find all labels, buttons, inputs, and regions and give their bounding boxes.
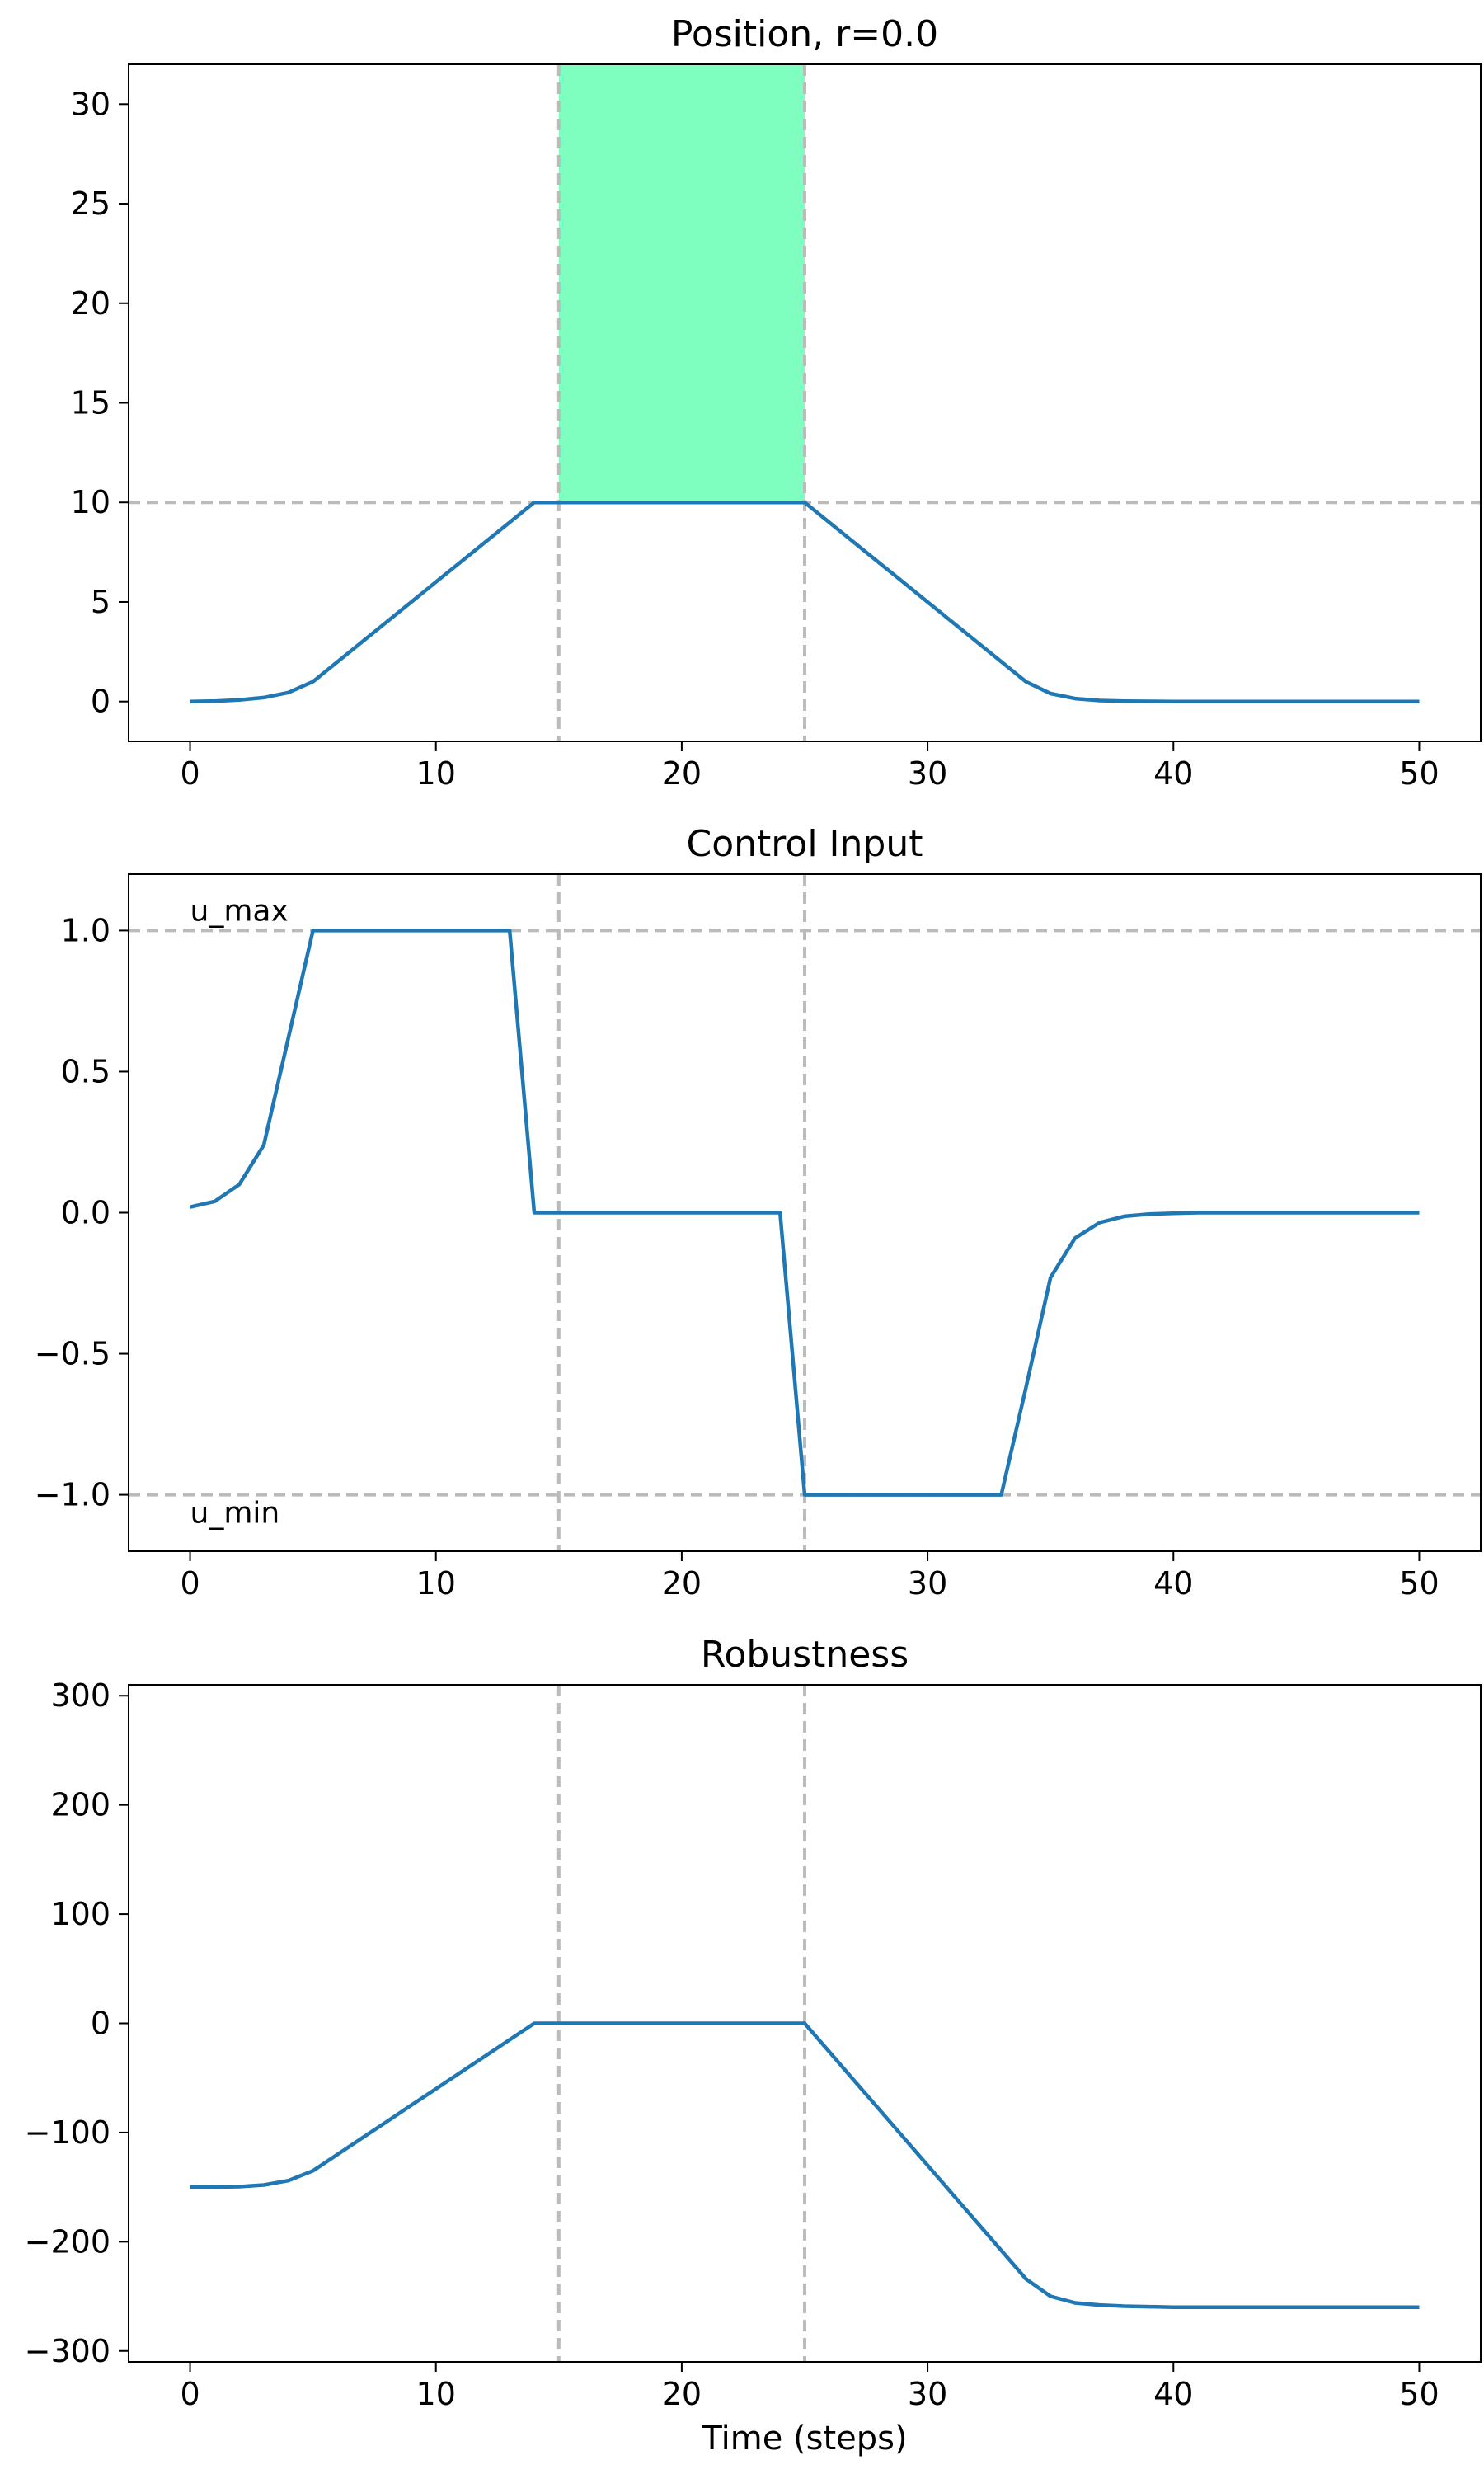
- control-input-chart-annotation: u_max: [190, 894, 289, 928]
- robustness-chart-xtick-label: 30: [908, 2376, 947, 2412]
- position-chart-ytick-label: 15: [71, 385, 110, 421]
- control-input-chart-ytick-label: 1.0: [61, 912, 110, 948]
- position-chart-ytick-label: 25: [71, 186, 110, 222]
- robustness-chart-ytick-label: 300: [50, 1677, 110, 1714]
- position-chart-title: Position, r=0.0: [671, 13, 938, 55]
- robustness-chart-ytick-label: −100: [25, 2114, 110, 2151]
- robustness-chart-ytick-label: 0: [91, 2006, 110, 2042]
- control-input-chart-ytick-label: −0.5: [35, 1336, 110, 1372]
- robustness-chart-ytick-label: −200: [25, 2223, 110, 2260]
- robustness-chart-xtick-label: 10: [416, 2376, 456, 2412]
- control-input-chart-series-line: [189, 929, 1420, 1497]
- control-input-chart-xtick-label: 10: [416, 1565, 456, 1602]
- robustness-chart-ytick-label: 200: [50, 1787, 110, 1823]
- position-chart-ytick-label: 20: [71, 285, 110, 322]
- robustness-chart: Robustness 0 10 20 30 40 50 −300 −200 −100 0 100 20…: [25, 1634, 1482, 2458]
- robustness-chart-title: Robustness: [701, 1634, 909, 1676]
- position-chart-xtick-label: 0: [180, 755, 200, 792]
- robustness-chart-ytick-label: 100: [50, 1896, 110, 1932]
- position-chart-ytick-label: 10: [71, 484, 110, 520]
- robustness-chart-xtick-label: 20: [662, 2376, 702, 2412]
- robustness-chart-xtick-label: 50: [1399, 2376, 1439, 2412]
- robustness-chart-xtick-label: 40: [1153, 2376, 1193, 2412]
- control-input-chart-xtick-label: 0: [180, 1565, 200, 1602]
- control-input-chart-annotation: u_min: [190, 1497, 280, 1531]
- position-chart-ytick-label: 0: [91, 684, 110, 720]
- control-input-chart-ytick-label: 0.0: [61, 1195, 110, 1231]
- control-input-chart-title: Control Input: [687, 823, 923, 865]
- robustness-chart-ytick-label: −300: [25, 2333, 110, 2369]
- robustness-chart-xlabel: Time (steps): [701, 2420, 907, 2458]
- position-chart-ytick-label: 30: [71, 86, 110, 122]
- control-input-chart-xtick-label: 40: [1153, 1565, 1193, 1602]
- position-chart-xtick-label: 10: [416, 755, 456, 792]
- control-input-chart: Control Input u_max u_min 0 10 20 30 40 50 −1.0…: [35, 823, 1482, 1602]
- robustness-chart-xtick-label: 0: [180, 2376, 200, 2412]
- position-chart-xtick-label: 30: [908, 755, 947, 792]
- control-input-chart-ytick-label: 0.5: [61, 1053, 110, 1089]
- robustness-chart-series-line: [190, 2021, 1420, 2310]
- position-chart-xtick-label: 20: [662, 755, 702, 792]
- position-chart-xtick-label: 50: [1399, 755, 1439, 792]
- position-chart-series-line: [190, 500, 1420, 703]
- position-chart-xtick-label: 40: [1153, 755, 1193, 792]
- control-input-chart-xtick-label: 20: [662, 1565, 702, 1602]
- control-input-chart-xtick-label: 30: [908, 1565, 947, 1602]
- position-chart: Position, r=0.0 0 10 20 30 40 50 0 5 10 15 20 25 30: [71, 13, 1482, 792]
- position-chart-ytick-label: 5: [91, 584, 110, 620]
- position-chart-target-region: [558, 64, 805, 503]
- control-input-chart-ytick-label: −1.0: [35, 1477, 110, 1513]
- control-input-chart-xtick-label: 50: [1399, 1565, 1439, 1602]
